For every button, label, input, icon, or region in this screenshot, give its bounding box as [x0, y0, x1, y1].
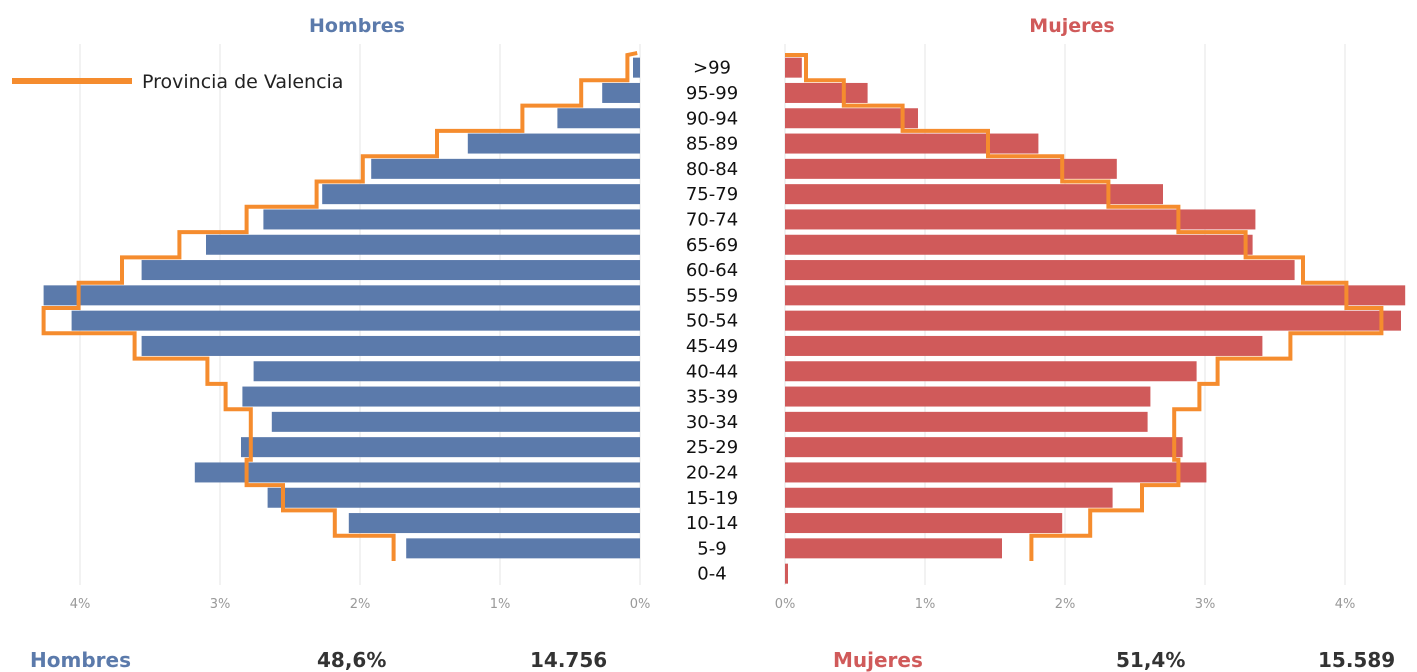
- age-group-label: 25-29: [686, 437, 738, 458]
- age-group-label: 80-84: [686, 159, 738, 180]
- men-footer-label: Hombres: [30, 648, 131, 672]
- men-bar: [71, 310, 641, 331]
- women-bar: [785, 82, 868, 103]
- women-bar: [785, 437, 1183, 458]
- population-pyramid-chart: 4% 3% 2% 1% 0% 0% 1% 2% 3% 4% >99 95-99 90-94 85-89 80…: [12, 15, 1406, 612]
- women-bar: [785, 184, 1163, 205]
- age-group-label: 45-49: [686, 336, 738, 357]
- men-bar: [557, 108, 640, 129]
- men-bar: [267, 487, 640, 508]
- women-bar: [785, 310, 1401, 331]
- women-bar: [785, 462, 1207, 483]
- age-group-label: 60-64: [686, 260, 738, 281]
- left-tick-label: 4%: [70, 597, 91, 612]
- women-bar: [785, 487, 1113, 508]
- women-bar: [785, 234, 1253, 255]
- men-footer-count: 14.756: [530, 648, 608, 672]
- age-group-label: 40-44: [686, 361, 738, 382]
- label-layer: 4% 3% 2% 1% 0% 0% 1% 2% 3% 4% >99 95-99 90-94 85-89 80…: [70, 58, 1356, 612]
- age-group-label: 20-24: [686, 462, 738, 483]
- women-footer-percent: 51,4%: [1116, 648, 1186, 672]
- age-group-label: 10-14: [686, 513, 738, 534]
- women-bar: [785, 285, 1406, 306]
- men-bar: [241, 437, 640, 458]
- age-group-label: 75-79: [686, 184, 738, 205]
- women-bar: [785, 133, 1039, 154]
- women-bar: [785, 335, 1263, 356]
- right-tick-label: 0%: [775, 597, 796, 612]
- men-bar: [602, 82, 640, 103]
- age-group-label: 5-9: [697, 538, 726, 559]
- left-tick-label: 2%: [350, 597, 371, 612]
- age-group-label: 85-89: [686, 134, 738, 155]
- women-bar: [785, 57, 802, 78]
- valencia-outline-left: [41, 51, 638, 561]
- women-footer-label: Mujeres: [833, 648, 923, 672]
- right-tick-label: 1%: [915, 597, 936, 612]
- men-title: Hombres: [309, 15, 405, 37]
- right-tick-label: 2%: [1055, 597, 1076, 612]
- age-group-label: 0-4: [697, 564, 726, 585]
- men-bar: [371, 158, 640, 179]
- left-tick-label: 3%: [210, 597, 231, 612]
- right-tick-label: 3%: [1195, 597, 1216, 612]
- men-bar: [253, 361, 640, 382]
- outline-layer: [41, 51, 1384, 561]
- age-group-label: 15-19: [686, 488, 738, 509]
- left-tick-label: 0%: [630, 597, 651, 612]
- men-bar: [263, 209, 640, 230]
- right-tick-label: 4%: [1335, 597, 1356, 612]
- men-bar: [467, 133, 640, 154]
- women-bar: [785, 411, 1148, 432]
- men-bar: [206, 234, 640, 255]
- age-group-label: >99: [693, 58, 731, 79]
- men-bar: [141, 335, 640, 356]
- men-bar: [348, 513, 640, 534]
- women-bar: [785, 260, 1295, 281]
- women-bar: [785, 538, 1002, 559]
- women-bar: [785, 108, 918, 129]
- age-group-label: 70-74: [686, 209, 738, 230]
- men-bar: [242, 386, 640, 407]
- women-title: Mujeres: [1029, 15, 1114, 37]
- men-bar: [271, 411, 640, 432]
- legend[interactable]: Provincia de Valencia: [12, 71, 343, 93]
- legend-label: Provincia de Valencia: [142, 71, 343, 93]
- age-group-label: 50-54: [686, 311, 738, 332]
- women-bar: [785, 563, 788, 584]
- men-bar: [141, 260, 640, 281]
- women-bar: [785, 158, 1117, 179]
- men-bar: [322, 184, 640, 205]
- men-bar: [633, 57, 640, 78]
- age-group-label: 90-94: [686, 108, 738, 129]
- men-bar: [43, 285, 641, 306]
- women-bar: [785, 513, 1063, 534]
- age-group-label: 65-69: [686, 235, 738, 256]
- men-bar: [406, 538, 640, 559]
- men-footer-percent: 48,6%: [317, 648, 387, 672]
- age-group-label: 30-34: [686, 412, 738, 433]
- age-group-label: 35-39: [686, 387, 738, 408]
- women-bar: [785, 361, 1197, 382]
- women-bar: [785, 209, 1256, 230]
- left-tick-label: 1%: [490, 597, 511, 612]
- age-group-label: 55-59: [686, 285, 738, 306]
- bar-layer: [43, 57, 1406, 584]
- men-bar: [194, 462, 641, 483]
- valencia-outline-right: [785, 53, 1384, 561]
- women-bar: [785, 386, 1151, 407]
- age-group-label: 95-99: [686, 83, 738, 104]
- women-footer-count: 15.589: [1318, 648, 1396, 672]
